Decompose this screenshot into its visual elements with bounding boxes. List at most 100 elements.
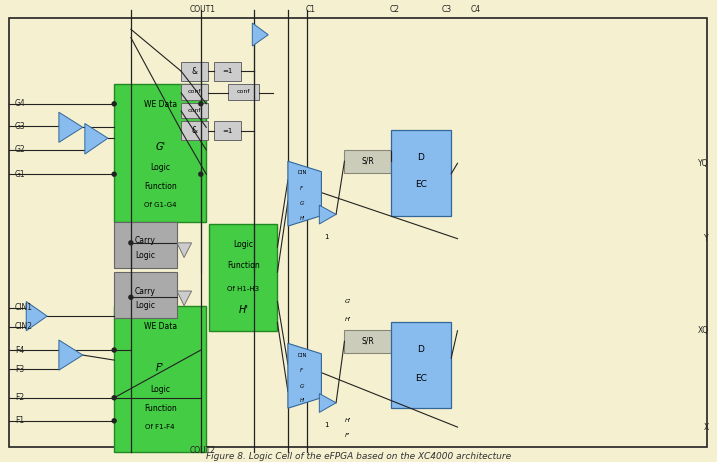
Polygon shape [59,340,82,370]
Bar [391,322,451,408]
Polygon shape [85,123,108,154]
Polygon shape [177,243,191,257]
Bar [114,222,177,268]
Text: &: & [191,126,198,135]
Text: Of G1-G4: Of G1-G4 [144,202,176,208]
Text: =1: =1 [222,68,232,74]
Text: Of H1-H3: Of H1-H3 [227,286,260,292]
Text: H': H' [238,305,248,315]
Text: G': G' [155,141,166,152]
Text: YQ: YQ [698,159,709,168]
Circle shape [199,172,203,176]
Bar [181,62,209,81]
Text: 1: 1 [325,234,329,240]
Circle shape [129,295,133,299]
Text: DIN: DIN [298,170,308,176]
Polygon shape [27,302,47,331]
Bar [181,84,209,100]
Bar [214,122,241,140]
Bar [181,103,209,118]
Text: G1: G1 [15,170,26,179]
Text: F1: F1 [15,416,24,426]
Circle shape [112,102,116,106]
Text: CIN2: CIN2 [15,322,33,331]
Text: F': F' [300,186,305,191]
Text: F2: F2 [15,393,24,402]
Bar [114,306,206,452]
Text: S/R: S/R [361,337,374,346]
Text: G3: G3 [15,122,26,131]
Text: F': F' [344,433,350,438]
Text: Logic: Logic [136,301,156,310]
Polygon shape [177,291,191,306]
Bar [344,150,391,173]
Bar [344,330,391,353]
Text: =1: =1 [222,128,232,134]
Text: WE Data: WE Data [143,100,177,109]
Text: Carry: Carry [135,286,156,296]
Bar [214,62,241,81]
Text: COUT2: COUT2 [189,446,216,455]
Text: F4: F4 [15,346,24,354]
Bar [227,84,259,100]
Bar [391,130,451,216]
Text: F': F' [156,364,164,373]
Text: H': H' [300,216,305,221]
Polygon shape [288,161,321,226]
Text: WE Data: WE Data [143,322,177,331]
Text: Of F1-F4: Of F1-F4 [146,424,175,430]
Circle shape [129,241,133,245]
Circle shape [199,102,203,106]
Text: H': H' [300,398,305,403]
Text: DIN: DIN [298,353,308,358]
Text: G': G' [300,383,305,389]
Text: EC: EC [414,180,427,189]
Text: Logic: Logic [233,240,253,249]
Text: &: & [191,67,198,76]
Polygon shape [252,23,268,46]
Text: Figure 8. Logic Cell of the eFPGA based on the XC4000 architecture: Figure 8. Logic Cell of the eFPGA based … [206,452,511,461]
Text: G4: G4 [15,99,26,109]
Text: CIN1: CIN1 [15,303,33,312]
Polygon shape [288,343,321,408]
Text: G2: G2 [15,146,26,154]
Circle shape [112,396,116,400]
Circle shape [112,348,116,352]
Text: F3: F3 [15,365,24,374]
Text: Function: Function [227,261,260,270]
Text: Carry: Carry [135,236,156,245]
Text: Logic: Logic [150,385,170,394]
Text: conf: conf [188,108,201,113]
Text: D: D [417,152,424,162]
Text: G': G' [344,299,351,304]
Text: G': G' [300,201,305,207]
Polygon shape [59,112,82,142]
Bar [209,224,277,331]
Text: Y: Y [704,234,709,243]
Text: D: D [417,345,424,354]
Text: Logic: Logic [136,251,156,260]
Circle shape [112,172,116,176]
Text: Logic: Logic [150,163,170,172]
Text: X: X [703,423,709,432]
Bar [114,272,177,318]
Text: C4: C4 [470,6,480,14]
Text: C3: C3 [442,6,452,14]
Text: C2: C2 [389,6,399,14]
Text: Function: Function [144,182,176,191]
Bar [181,122,209,140]
Text: F': F' [300,368,305,373]
Polygon shape [319,394,336,413]
Text: EC: EC [414,374,427,383]
Text: H': H' [344,418,351,423]
Bar [114,84,206,222]
Text: COUT1: COUT1 [189,6,216,14]
Text: S/R: S/R [361,157,374,166]
Text: H': H' [344,317,351,322]
Text: conf: conf [188,89,201,94]
Text: conf: conf [237,89,250,94]
Circle shape [112,419,116,423]
Text: Function: Function [144,404,176,413]
Text: 1: 1 [325,422,329,428]
Text: C1: C1 [306,6,316,14]
